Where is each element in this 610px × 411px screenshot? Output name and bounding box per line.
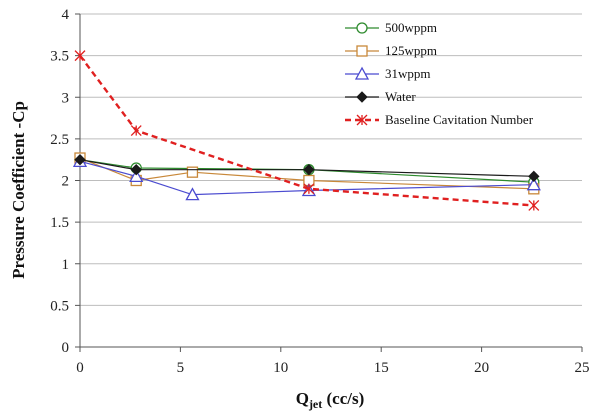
series-3-point-0	[74, 153, 86, 166]
grid-lines	[80, 13, 582, 306]
x-tick-label-3: 15	[374, 360, 389, 376]
x-axis-title-main: Q	[296, 389, 309, 408]
legend: 500wppm 125wppm 31wppm Water Baseline Cavita…	[345, 20, 534, 127]
x-axis-title-unit: (cc/s)	[322, 389, 364, 408]
series-2-point-2	[185, 187, 200, 201]
series-2-point-4	[526, 177, 541, 191]
series-4-point-3	[528, 200, 540, 211]
series-4	[74, 50, 540, 211]
series-3-point-1	[130, 163, 142, 176]
legend-marker-1	[356, 45, 368, 57]
x-axis-title-sub: jet	[308, 397, 322, 411]
x-tick-label-1: 5	[177, 360, 185, 376]
legend-marker-3	[356, 91, 368, 103]
series-4-line	[79, 54, 534, 207]
y-tick-label-8: 4	[62, 7, 70, 23]
x-tick-label-5: 25	[575, 360, 590, 376]
series-4-point-1	[130, 125, 142, 137]
y-axis-title: Pressure Coefficient -Cp	[9, 101, 28, 279]
legend-label-1: 125wppm	[385, 43, 437, 58]
series-layer	[72, 50, 541, 211]
tick-labels: 0 0.5 1 1.5 2 2.5 3 3.5 4 0 5 10 15 20 25	[50, 7, 589, 376]
x-tick-label-2: 10	[273, 360, 288, 376]
y-tick-label-6: 3	[62, 90, 70, 106]
x-tick-label-0: 0	[76, 360, 84, 376]
y-tick-label-7: 3.5	[50, 49, 69, 65]
y-tick-label-0: 0	[62, 340, 70, 356]
y-tick-label-2: 1	[62, 257, 70, 273]
legend-marker-0	[356, 22, 368, 34]
legend-label-2: 31wppm	[385, 66, 431, 81]
y-tick-label-1: 0.5	[50, 298, 69, 314]
x-axis-title: Qjet (cc/s)	[296, 389, 365, 411]
legend-label-0: 500wppm	[385, 20, 437, 35]
series-4-point-2	[303, 183, 315, 195]
series-3	[74, 153, 540, 183]
legend-label-3: Water	[385, 89, 416, 104]
legend-marker-2	[354, 66, 370, 80]
legend-label-4: Baseline Cavitation Number	[385, 112, 534, 127]
y-tick-label-5: 2.5	[50, 132, 69, 148]
series-3-line	[79, 159, 534, 177]
y-tick-label-4: 2	[62, 174, 70, 190]
x-tick-label-4: 20	[474, 360, 489, 376]
series-4-point-0	[74, 50, 86, 62]
series-2-point-1	[129, 168, 144, 182]
series-3-point-3	[528, 170, 540, 183]
series-0-line	[79, 159, 534, 183]
series-1-point-2	[186, 166, 199, 178]
series-3-point-2	[303, 163, 315, 176]
legend-marker-4	[356, 114, 368, 126]
y-tick-label-3: 1.5	[50, 215, 69, 231]
axes	[75, 13, 583, 352]
